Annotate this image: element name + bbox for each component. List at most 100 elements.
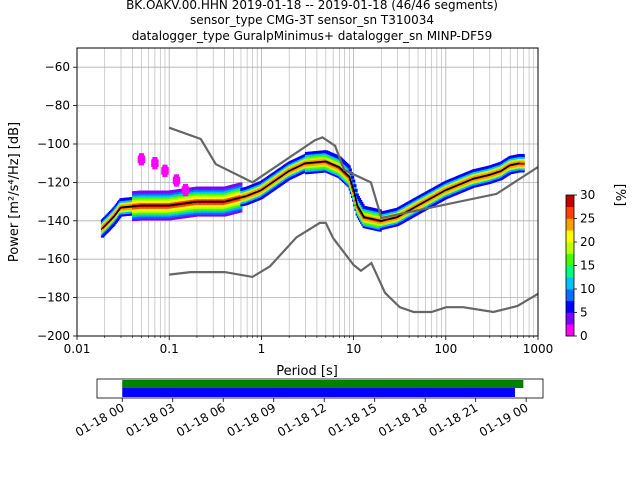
timeline-tick-label: 01-18 00 [73, 400, 127, 439]
colorbar-segment [566, 242, 574, 255]
pdf-cell [117, 216, 121, 220]
x-tick-label: 0.1 [160, 342, 179, 356]
colorbar-segment [566, 289, 574, 302]
pdf-cell [239, 186, 243, 190]
pdf-cell [112, 222, 116, 226]
x-tick-label: 0.01 [64, 342, 91, 356]
y-tick-label: −80 [45, 99, 70, 113]
pdf-cell [521, 169, 525, 173]
timeline-tick-label: 01-18 09 [224, 400, 278, 439]
pdf-cell [521, 157, 525, 161]
pdf-cell-outlier [141, 162, 145, 166]
pdf-cell-outlier [165, 167, 169, 171]
chart-title-line-1: BK.OAKV.00.HHN 2019-01-18 -- 2019-01-18 … [126, 0, 498, 12]
heatmap-layer [100, 150, 525, 238]
y-tick-label: −100 [37, 137, 70, 151]
x-tick-label: 100 [434, 342, 457, 356]
pdf-cell [359, 199, 363, 203]
pdf-cell-outlier [165, 171, 169, 175]
plot-frame [76, 47, 539, 337]
timeline-tick-label: 01-18 03 [124, 400, 178, 439]
timeline-blue-bar [122, 388, 515, 397]
mode-curve [101, 160, 520, 230]
pdf-cell-outlier [155, 161, 159, 165]
colorbar-tick-label: 5 [580, 306, 588, 320]
x-axis-ticks: 0.01 0.1 1 10 100 1000 [64, 336, 553, 356]
pdf-cell [378, 228, 382, 232]
pdf-cell [361, 203, 365, 207]
pdf-cell-outlier [177, 178, 181, 182]
timeline-tick-label: 01-18 15 [325, 400, 379, 439]
noise-model-layer [101, 126, 539, 314]
pdf-cell [239, 207, 243, 211]
low-noise-model-line [169, 221, 539, 314]
pdf-cell [115, 218, 120, 222]
pdf-cell [521, 167, 525, 171]
pdf-cell [521, 165, 525, 169]
pdf-cell [113, 221, 117, 225]
pdf-cell [350, 175, 355, 179]
pdf-cell-outlier [155, 159, 159, 163]
colorbar-segment [566, 277, 574, 290]
pdf-cell [521, 154, 525, 158]
colorbar-segment [566, 195, 574, 208]
pdf-cell [348, 168, 352, 172]
colorbar-segment [566, 253, 574, 266]
y-tick-label: −120 [37, 175, 70, 189]
pdf-cell-outlier [142, 160, 146, 164]
pdf-cell [521, 161, 525, 165]
pdf-cell [521, 159, 525, 163]
colorbar-tick-label: 10 [580, 282, 595, 296]
pdf-cell [347, 165, 351, 169]
pdf-cell [354, 190, 358, 194]
colorbar-tick-label: 25 [580, 212, 595, 226]
colorbar-segment [566, 218, 574, 231]
pdf-cell [350, 177, 355, 181]
y-tick-label: −60 [45, 60, 70, 74]
timeline-tick-label: 01-19 00 [477, 400, 531, 439]
colorbar-segment [566, 206, 574, 219]
pdf-cell [352, 181, 356, 185]
pdf-cell [353, 186, 357, 190]
colorbar-segment [566, 265, 574, 278]
high-noise-model-line [168, 126, 539, 220]
colorbar-segment [566, 300, 574, 313]
timeline-tick-label: 01-18 12 [275, 400, 329, 439]
pdf-cell-outlier [186, 188, 190, 192]
y-axis-ticks: −60 −80 −100 −120 −140 −160 −180 −200 [37, 60, 77, 343]
x-axis-label: Period [s] [276, 364, 338, 379]
y-tick-label: −140 [37, 214, 70, 228]
x-tick-label: 10 [346, 342, 361, 356]
x-tick-label: 1 [258, 342, 266, 356]
pdf-cell [355, 193, 359, 197]
colorbar-tick-label: 20 [580, 235, 595, 249]
pdf-cell-outlier [155, 164, 159, 168]
pdf-cell-outlier [154, 166, 158, 170]
y-tick-label: −160 [37, 252, 70, 266]
colorbar-label: [%] [612, 184, 627, 207]
pdf-cell [239, 209, 243, 213]
pdf-cell [360, 201, 364, 205]
pdf-cell-outlier [186, 190, 190, 194]
pdf-cell [239, 184, 243, 188]
pdf-cell [354, 188, 358, 192]
pdf-cell [521, 163, 525, 167]
pdf-cell [356, 195, 360, 199]
colorbar-tick-label: 15 [580, 259, 595, 273]
timeline-green-bar [122, 380, 524, 388]
pdf-cell [352, 179, 356, 183]
pdf-cell-outlier [186, 186, 190, 190]
y-axis-label: Power [m²/s⁴/Hz] [dB] [7, 122, 22, 262]
pdf-cell [521, 155, 525, 159]
colorbar-tick-label: 30 [580, 188, 595, 202]
pdf-cell-outlier [142, 155, 146, 159]
chart-title-line-2: sensor_type CMG-3T sensor_sn T310034 [190, 13, 434, 27]
colorbar: 0 5 10 15 20 25 30 [565, 188, 595, 343]
pdf-cell [239, 182, 243, 186]
pdf-cell-outlier [164, 164, 168, 168]
colorbar-segment [566, 324, 574, 337]
colorbar-tick-label: 0 [580, 329, 588, 343]
colorbar-segment [566, 312, 574, 325]
pdf-cell [349, 173, 354, 177]
